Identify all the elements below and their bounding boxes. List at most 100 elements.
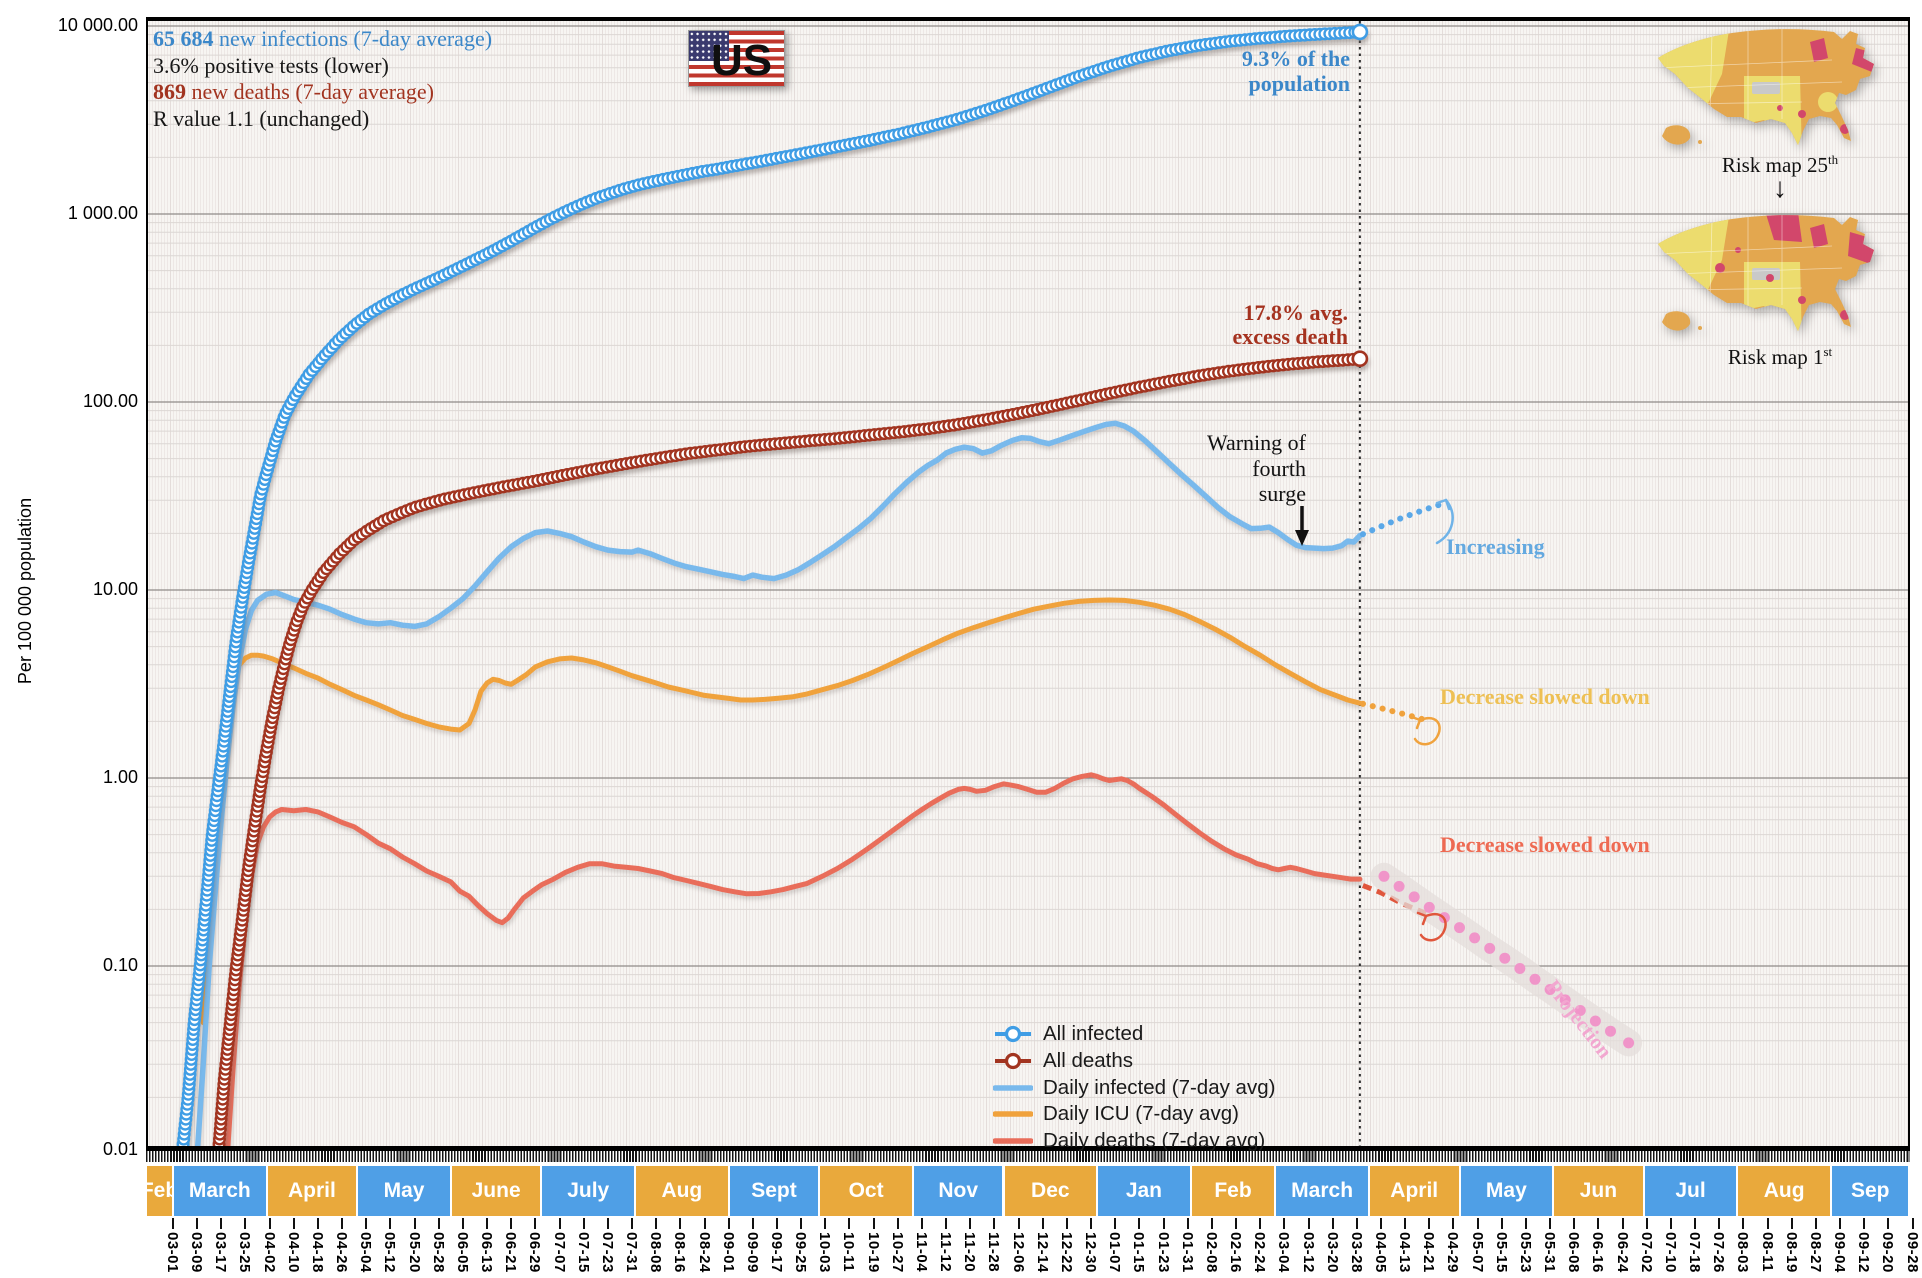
- date-tick: [1090, 1218, 1093, 1229]
- date-tick: [896, 1218, 899, 1229]
- y-tick-label: 10.00: [92, 579, 138, 599]
- date-tick: [1307, 1218, 1310, 1229]
- stat-new-deaths: 869 new deaths (7-day average): [153, 79, 434, 104]
- date-tick: [1718, 1218, 1721, 1229]
- date-tick: [220, 1218, 223, 1229]
- date-tick: [727, 1218, 730, 1229]
- date-tick: [389, 1218, 392, 1229]
- date-tick: [1549, 1218, 1552, 1229]
- risk-map-1st-label: Risk map 1st: [1727, 344, 1833, 369]
- date-label: 04-21: [1420, 1232, 1438, 1273]
- date-tick: [1597, 1218, 1600, 1229]
- date-tick: [1404, 1218, 1407, 1229]
- date-label: 06-05: [453, 1232, 471, 1273]
- legend-label: Daily infected (7-day avg): [1043, 1075, 1276, 1099]
- date-label: 04-29: [1444, 1232, 1462, 1273]
- population-annotation: 9.3% of the population: [1241, 46, 1350, 96]
- month-band-jan: Jan: [1098, 1166, 1190, 1216]
- legend-item: All deaths: [993, 1049, 1133, 1073]
- month-band-jun: Jun: [1554, 1166, 1643, 1216]
- legend-label: All deaths: [1043, 1048, 1134, 1072]
- date-tick: [582, 1218, 585, 1229]
- date-tick: [1186, 1218, 1189, 1229]
- date-label: 05-20: [405, 1232, 423, 1273]
- date-tick: [631, 1218, 634, 1229]
- legend-marker-icon: [993, 1138, 1033, 1144]
- date-tick: [655, 1218, 658, 1229]
- date-tick: [1041, 1218, 1044, 1229]
- date-tick: [1911, 1218, 1914, 1229]
- date-label: 04-13: [1396, 1232, 1414, 1273]
- date-tick: [703, 1218, 706, 1229]
- date-tick: [751, 1218, 754, 1229]
- month-band-nov: Nov: [913, 1166, 1003, 1216]
- date-tick: [606, 1218, 609, 1229]
- date-label: 07-02: [1637, 1232, 1655, 1273]
- date-label: 03-25: [236, 1232, 254, 1273]
- month-band-oct: Oct: [820, 1166, 912, 1216]
- date-label: 11-28: [985, 1232, 1003, 1273]
- date-tick: [776, 1218, 778, 1229]
- date-tick: [1380, 1218, 1382, 1229]
- legend-label: Daily ICU (7-day avg): [1043, 1102, 1239, 1126]
- y-tick-label: 1 000.00: [67, 203, 138, 223]
- month-band-march: March: [1276, 1166, 1368, 1216]
- date-tick: [1428, 1218, 1431, 1229]
- date-tick: [1210, 1218, 1213, 1229]
- month-band-april: April: [1369, 1166, 1459, 1216]
- date-label: 08-16: [671, 1232, 689, 1273]
- date-label: 07-15: [574, 1232, 592, 1273]
- plot-border-left: [146, 17, 148, 1151]
- date-label: 03-12: [1299, 1232, 1317, 1273]
- legend-item: Daily deaths (7-day avg): [993, 1129, 1265, 1153]
- excess-death-annotation: 17.8% avg. excess death: [1232, 300, 1348, 349]
- date-label: 10-19: [864, 1232, 882, 1273]
- month-band-feb: Feb: [141, 1166, 178, 1216]
- fourth-surge-annotation: Warning of fourth surge: [1206, 430, 1306, 506]
- date-tick: [172, 1218, 174, 1229]
- date-tick: [1887, 1218, 1890, 1229]
- date-label: 03-17: [212, 1232, 230, 1273]
- date-tick: [510, 1218, 513, 1229]
- date-tick: [1573, 1218, 1576, 1229]
- date-label: 05-04: [357, 1232, 375, 1273]
- date-tick: [1863, 1218, 1866, 1229]
- date-label: 05-28: [429, 1232, 447, 1273]
- date-label: 03-09: [188, 1232, 206, 1273]
- deaths-trend-annotation: Decrease slowed down: [1440, 832, 1650, 857]
- y-tick-label: 10 000.00: [57, 15, 138, 35]
- month-band-march: March: [174, 1166, 266, 1216]
- date-tick: [872, 1218, 875, 1229]
- date-tick: [486, 1218, 489, 1229]
- date-label: 02-16: [1227, 1232, 1245, 1273]
- date-label: 07-10: [1661, 1232, 1679, 1273]
- map-arrow-icon: ↓: [1773, 172, 1787, 203]
- icu-trend-annotation: Decrease slowed down: [1440, 684, 1650, 709]
- date-tick: [196, 1218, 199, 1229]
- month-band-aug: Aug: [636, 1166, 728, 1216]
- date-tick: [1621, 1218, 1624, 1229]
- date-tick: [292, 1218, 295, 1229]
- date-label: 10-27: [888, 1232, 906, 1273]
- date-label: 12-06: [1009, 1232, 1027, 1273]
- date-tick: [534, 1218, 537, 1229]
- date-label: 05-07: [1468, 1232, 1486, 1273]
- date-tick: [316, 1218, 319, 1229]
- date-label: 08-19: [1782, 1232, 1800, 1273]
- legend-marker-icon: [993, 1111, 1033, 1118]
- date-label: 07-18: [1686, 1232, 1704, 1273]
- legend-label: All infected: [1043, 1022, 1144, 1045]
- date-tick: [993, 1218, 996, 1229]
- date-label: 01-23: [1154, 1232, 1172, 1273]
- date-label: 04-02: [260, 1232, 278, 1273]
- month-band-may: May: [1460, 1166, 1553, 1216]
- legend-label: Daily deaths (7-day avg): [1043, 1129, 1266, 1153]
- date-tick: [1839, 1218, 1842, 1229]
- date-label: 01-31: [1178, 1232, 1196, 1273]
- date-label: 09-17: [768, 1232, 785, 1273]
- date-label: 07-07: [550, 1232, 568, 1273]
- date-label: 07-26: [1710, 1232, 1728, 1273]
- date-tick: [679, 1218, 682, 1229]
- date-tick: [461, 1218, 464, 1229]
- date-label: 09-09: [743, 1232, 761, 1273]
